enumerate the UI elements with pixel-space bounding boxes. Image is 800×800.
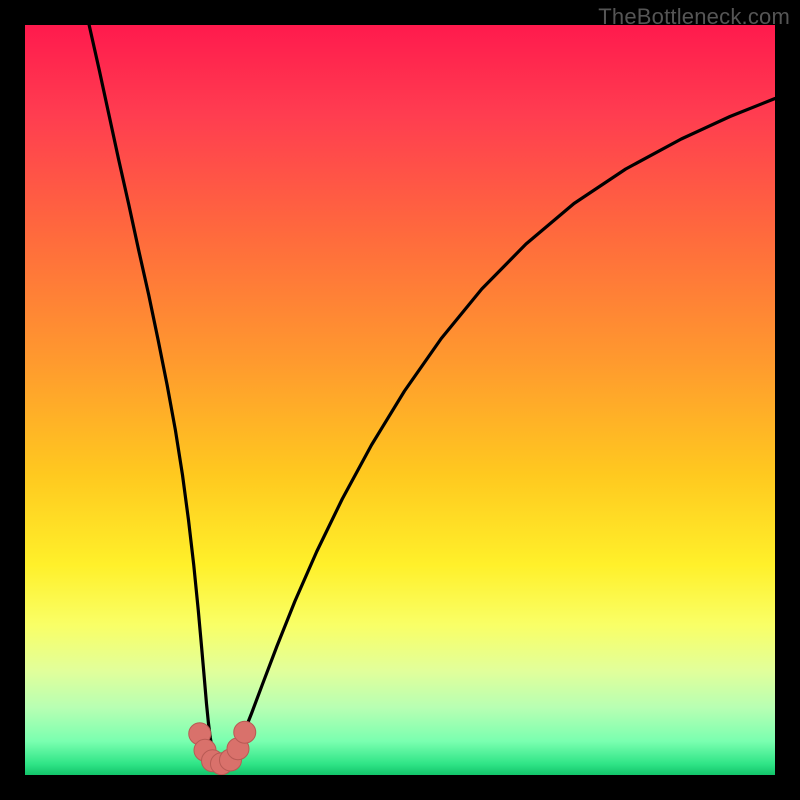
chart-stage: TheBottleneck.com bbox=[0, 0, 800, 800]
plot-area bbox=[25, 25, 775, 775]
plot-svg bbox=[25, 25, 775, 775]
minimum-marker-dot bbox=[234, 721, 256, 743]
watermark-text: TheBottleneck.com bbox=[598, 4, 790, 30]
